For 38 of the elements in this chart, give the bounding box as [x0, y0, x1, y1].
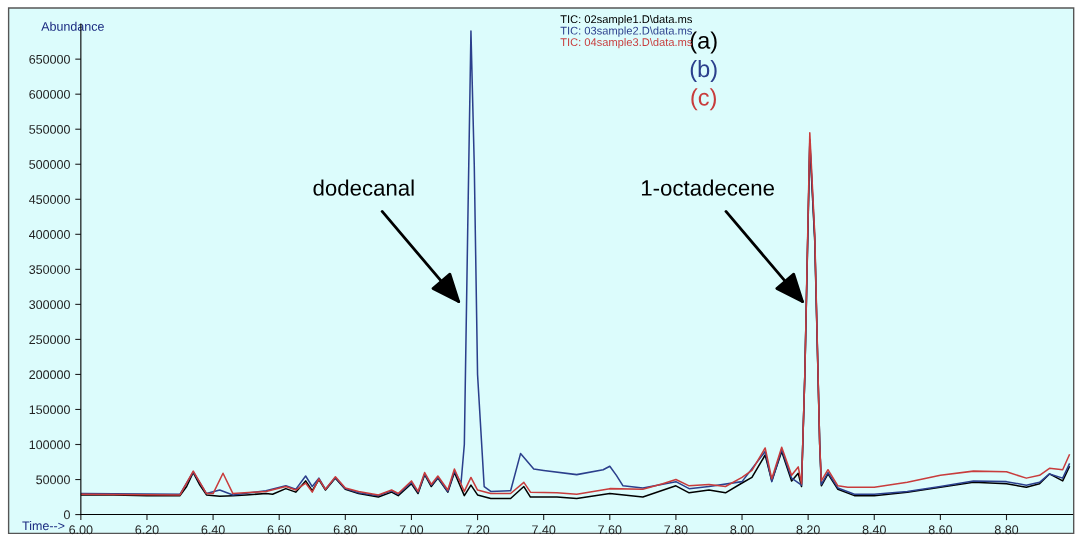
- annotation: (b): [690, 59, 717, 82]
- x-tick-label: 6.80: [333, 525, 357, 535]
- x-tick-label: 6.40: [201, 525, 225, 535]
- annotation: (c): [691, 88, 716, 111]
- text: TIC: 04sample3.D\data.ms: [560, 37, 692, 49]
- x-tick-label: 6.60: [267, 525, 291, 535]
- annotation: dodecanal: [313, 179, 414, 196]
- x-tick-label: 7.80: [664, 525, 688, 535]
- x-axis-title: Time-->: [22, 520, 65, 531]
- y-tick-label: 400000: [29, 230, 70, 239]
- text: TIC: 02sample1.D\data.ms: [560, 14, 692, 26]
- x-tick-label: 7.20: [466, 525, 490, 535]
- annotation: 1-octadecene: [641, 179, 774, 196]
- y-tick-label: 600000: [29, 89, 70, 99]
- x-tick-label: 6.00: [69, 525, 93, 535]
- y-tick-label: 200000: [29, 370, 70, 380]
- y-tick-label: 250000: [29, 335, 70, 345]
- y-tick-label: 0: [63, 510, 70, 520]
- x-tick-label: 8.80: [994, 525, 1019, 535]
- x-tick-label: 8.60: [928, 525, 953, 535]
- y-tick-label: 100000: [29, 440, 70, 450]
- x-tick-label: 7.60: [598, 525, 622, 535]
- x-tick-label: 7.00: [399, 525, 424, 535]
- x-tick-label: 8.40: [862, 525, 886, 535]
- x-tick-label: 7.40: [532, 525, 556, 535]
- text: TIC: 03sample2.D\data.ms: [560, 26, 692, 37]
- annotation: (a): [690, 31, 717, 54]
- y-tick-label: 650000: [29, 54, 70, 64]
- x-tick-label: 6.20: [135, 525, 159, 535]
- y-tick-label: 50000: [36, 475, 70, 485]
- x-tick-label: 8.00: [730, 525, 754, 535]
- y-tick-label: 500000: [29, 160, 70, 169]
- y-tick-label: 350000: [29, 265, 70, 274]
- y-tick-label: 150000: [29, 405, 70, 415]
- x-tick-label: 8.20: [796, 525, 820, 535]
- y-tick-label: 450000: [29, 195, 70, 204]
- y-tick-label: 550000: [29, 125, 70, 134]
- y-tick-label: 300000: [29, 300, 70, 310]
